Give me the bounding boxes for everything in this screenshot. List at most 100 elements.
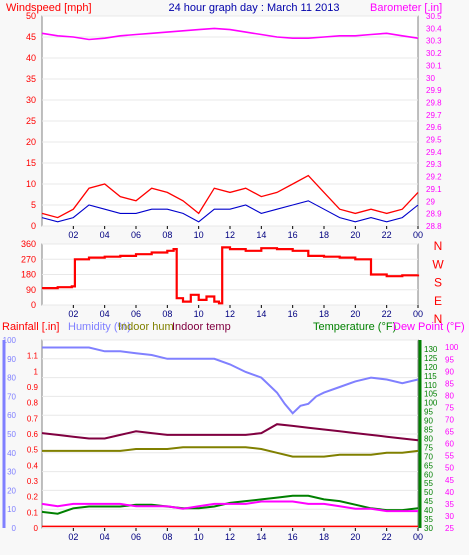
wind-direction-line: [42, 246, 420, 305]
rain-axis-tick-label-0: 0: [34, 524, 39, 533]
indoor-temp-line: [41, 423, 419, 442]
wind-x-tick-label-22: 22: [382, 230, 392, 240]
indoor-hum-line: [42, 446, 419, 458]
humidity-axis-tick-label-0: 0: [12, 524, 17, 533]
wind-axis-tick-label-15: 15: [26, 158, 36, 168]
rain-axis-tick-label-0.1: 0.1: [27, 508, 39, 517]
temp-axis-tick-label-55: 55: [424, 479, 433, 488]
rain-axis-tick-label-1: 1: [34, 367, 39, 376]
baro-axis-tick-label-29.2: 29.2: [426, 173, 442, 182]
temp-axis-tick-label-70: 70: [424, 452, 433, 461]
baro-axis-tick-label-30: 30: [426, 74, 435, 83]
rain-axis-tick-label-0.2: 0.2: [27, 493, 39, 502]
temp-axis-tick-label-90: 90: [424, 417, 433, 426]
wind-x-tick-label-16: 16: [288, 230, 298, 240]
temp-axis-tick-label-80: 80: [424, 434, 433, 443]
direction-x-tick-label-00: 00: [413, 309, 423, 319]
indoor-temp-legend-label: Indoor temp: [172, 321, 231, 333]
compass-letter-2: S: [434, 276, 442, 290]
baro-axis-tick-label-29.6: 29.6: [426, 123, 442, 132]
wind-x-tick-label-14: 14: [256, 230, 266, 240]
rain-axis-tick-label-0.4: 0.4: [27, 461, 39, 470]
temp-hum-x-tick-label-14: 14: [256, 532, 266, 542]
wind-axis-tick-label-20: 20: [26, 137, 36, 147]
temp-axis-tick-label-120: 120: [424, 363, 438, 372]
humidity-axis-tick-label-30: 30: [7, 468, 16, 477]
wind-axis-tick-label-50: 50: [26, 11, 36, 21]
temp-axis-tick-label-110: 110: [424, 381, 437, 390]
rain-axis-tick-label-0.9: 0.9: [27, 383, 39, 392]
temp-axis-tick-label-45: 45: [424, 497, 433, 506]
wind-axis-tick-label-10: 10: [26, 179, 36, 189]
direction-axis-tick-label-180: 180: [21, 270, 36, 280]
baro-axis-tick-label-29.7: 29.7: [426, 111, 442, 120]
direction-x-tick-label-10: 10: [194, 309, 204, 319]
temp-hum-x-tick-label-04: 04: [100, 532, 110, 542]
direction-axis-tick-label-0: 0: [31, 300, 36, 310]
rain-axis-tick-label-1.1: 1.1: [27, 352, 39, 361]
temp-axis-tick-label-105: 105: [424, 390, 438, 399]
baro-axis-tick-label-29.8: 29.8: [426, 98, 442, 107]
wind-axis-tick-label-40: 40: [26, 53, 36, 63]
direction-x-tick-label-04: 04: [100, 309, 110, 319]
rainfall-legend-label: Rainfall [.in]: [2, 321, 59, 333]
wind-x-tick-label-00: 00: [413, 230, 423, 240]
direction-x-tick-label-18: 18: [319, 309, 329, 319]
temp-hum-x-tick-label-22: 22: [382, 532, 392, 542]
baro-axis-tick-label-29.3: 29.3: [426, 160, 442, 169]
wind-axis-tick-label-25: 25: [26, 116, 36, 126]
humidity-axis-tick-label-60: 60: [7, 411, 16, 420]
wind-x-tick-label-04: 04: [100, 230, 110, 240]
dew-axis-tick-label-90: 90: [445, 367, 454, 376]
temp-axis-tick-label-60: 60: [424, 470, 433, 479]
temp-hum-x-tick-label-18: 18: [319, 532, 329, 542]
wind-x-tick-label-10: 10: [194, 230, 204, 240]
direction-axis-tick-label-360: 360: [21, 239, 36, 249]
dew-axis-tick-label-35: 35: [445, 500, 454, 509]
baro-axis-tick-label-30.3: 30.3: [426, 37, 442, 46]
wind-axis-tick-label-35: 35: [26, 74, 36, 84]
rain-axis-tick-label-0.7: 0.7: [27, 414, 39, 423]
direction-x-tick-label-14: 14: [256, 309, 266, 319]
compass-letter-3: E: [434, 294, 442, 308]
baro-axis-tick-label-30.2: 30.2: [426, 49, 442, 58]
humidity-axis-tick-label-50: 50: [7, 430, 16, 439]
baro-axis-tick-label-28.8: 28.8: [426, 222, 442, 231]
wind-x-tick-label-08: 08: [162, 230, 172, 240]
baro-axis-tick-label-30.1: 30.1: [426, 61, 442, 70]
direction-x-tick-label-08: 08: [162, 309, 172, 319]
baro-axis-tick-label-29: 29: [426, 197, 435, 206]
dew-axis-tick-label-30: 30: [445, 512, 454, 521]
temp-axis-tick-label-85: 85: [424, 426, 433, 435]
direction-axis-tick-label-270: 270: [21, 254, 36, 264]
humidity-axis-tick-label-80: 80: [7, 374, 16, 383]
compass-letter-1: W: [432, 257, 444, 271]
wind-axis-tick-label-5: 5: [31, 200, 36, 210]
wind-speed-line: [41, 200, 419, 223]
indoor-hum-legend-label: Indoor hum: [118, 321, 174, 333]
humidity-axis-tick-label-100: 100: [3, 336, 17, 345]
dew-axis-tick-label-60: 60: [445, 440, 454, 449]
rain-axis-tick-label-0.5: 0.5: [27, 446, 39, 455]
wind-axis-tick-label-0: 0: [31, 221, 36, 231]
direction-x-tick-label-22: 22: [382, 309, 392, 319]
baro-axis-tick-label-28.9: 28.9: [426, 210, 442, 219]
temp-axis-tick-label-35: 35: [424, 515, 433, 524]
humidity-axis-tick-label-20: 20: [7, 486, 16, 495]
temp-axis-tick-label-100: 100: [424, 399, 438, 408]
temp-hum-x-tick-label-12: 12: [225, 532, 235, 542]
wind-x-tick-label-02: 02: [68, 230, 78, 240]
temp-axis-tick-label-50: 50: [424, 488, 433, 497]
direction-x-tick-label-20: 20: [350, 309, 360, 319]
temp-hum-x-tick-label-08: 08: [162, 532, 172, 542]
wind-axis-tick-label-45: 45: [26, 32, 36, 42]
temp-axis-tick-label-30: 30: [424, 524, 433, 533]
dew-axis-tick-label-55: 55: [445, 452, 454, 461]
baro-axis-tick-label-30.4: 30.4: [426, 24, 442, 33]
temp-hum-x-tick-label-20: 20: [350, 532, 360, 542]
dew-axis-tick-label-40: 40: [445, 488, 454, 497]
temp-axis-tick-label-125: 125: [424, 354, 438, 363]
baro-axis-tick-label-29.1: 29.1: [426, 185, 442, 194]
